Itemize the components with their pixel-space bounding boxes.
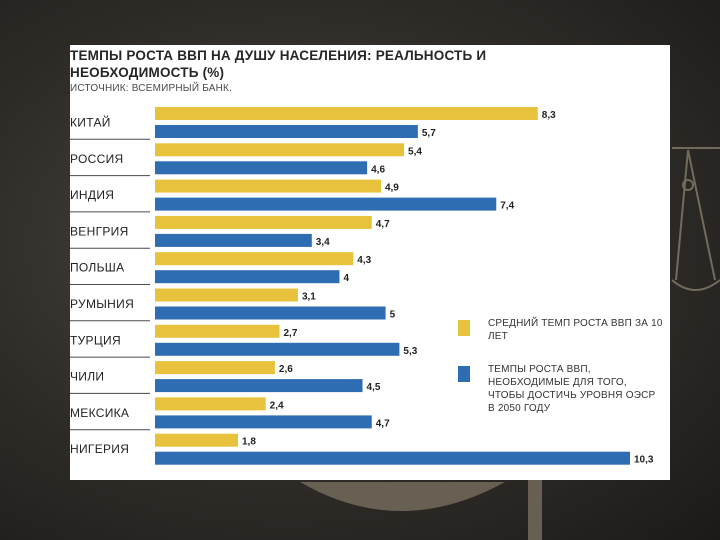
value-label-reality-row-1: 5,4 — [408, 146, 422, 157]
category-label: НИГЕРИЯ — [70, 442, 129, 456]
bar-required-row-9 — [155, 451, 630, 465]
bar-required-row-2 — [155, 197, 497, 211]
scale-post — [528, 480, 542, 540]
legend-swatch-required — [458, 366, 470, 382]
bar-reality-row-5 — [155, 288, 298, 302]
category-label: ТУРЦИЯ — [70, 333, 121, 347]
legend-label-required: ТЕМПЫ РОСТА ВВП, НЕОБХОДИМЫЕ ДЛЯ ТОГО, Ч… — [488, 364, 656, 414]
value-label-required-row-6: 5,3 — [403, 346, 417, 357]
category-label: КИТАЙ — [70, 115, 111, 130]
value-label-reality-row-4: 4,3 — [357, 255, 371, 266]
value-label-reality-row-2: 4,9 — [385, 183, 399, 194]
value-label-required-row-0: 5,7 — [422, 128, 436, 139]
legend-label-reality: СРЕДНИЙ ТЕМП РОСТА ВВП ЗА 10 ЛЕТ — [488, 318, 663, 342]
value-label-required-row-2: 7,4 — [500, 201, 514, 212]
bar-required-row-6 — [155, 342, 400, 356]
value-label-reality-row-3: 4,7 — [376, 219, 390, 230]
bar-reality-row-7 — [155, 361, 275, 375]
category-label: ЧИЛИ — [70, 370, 104, 384]
bar-reality-row-9 — [155, 433, 239, 447]
bar-required-row-4 — [155, 270, 340, 284]
chart-source: ИСТОЧНИК: ВСЕМИРНЫЙ БАНК. — [70, 83, 233, 94]
bar-reality-row-8 — [155, 397, 266, 411]
value-label-reality-row-6: 2,7 — [284, 328, 298, 339]
bar-required-row-8 — [155, 415, 372, 429]
value-label-reality-row-8: 2,4 — [270, 400, 284, 411]
bar-required-row-3 — [155, 233, 312, 247]
bar-required-row-7 — [155, 379, 363, 393]
scale-pan-right — [671, 279, 720, 291]
bar-reality-row-6 — [155, 324, 280, 338]
category-label: МЕКСИКА — [70, 406, 129, 420]
bar-required-row-1 — [155, 161, 368, 175]
value-label-required-row-5: 5 — [390, 310, 396, 321]
bar-reality-row-1 — [155, 143, 405, 157]
category-label: РОССИЯ — [70, 152, 124, 166]
legend-swatch-reality — [458, 320, 470, 336]
category-label: ВЕНГРИЯ — [70, 224, 129, 238]
category-label: ПОЛЬША — [70, 261, 124, 275]
value-label-required-row-7: 4,5 — [367, 382, 381, 393]
value-label-required-row-1: 4,6 — [371, 164, 385, 175]
scale-ring — [682, 179, 694, 191]
bar-chart: КИТАЙ 8,3 5,7 РОССИЯ 5,4 4,6 ИНДИЯ 4,9 7,4 ВЕНГРИ… — [70, 107, 654, 466]
bar-required-row-0 — [155, 125, 418, 138]
value-label-reality-row-0: 8,3 — [542, 110, 556, 121]
bar-reality-row-4 — [155, 252, 354, 266]
value-label-reality-row-7: 2,6 — [279, 364, 293, 375]
bar-reality-row-3 — [155, 215, 372, 229]
value-label-reality-row-9: 1,8 — [242, 437, 256, 448]
value-label-required-row-8: 4,7 — [376, 418, 390, 429]
scale-pan-bottom — [300, 482, 505, 511]
scale-string-right — [675, 149, 689, 281]
chart-title: ТЕМПЫ РОСТА ВВП НА ДУШУ НАСЕЛЕНИЯ: РЕАЛЬ… — [70, 48, 487, 80]
bar-reality-row-2 — [155, 179, 381, 193]
bar-reality-row-0 — [155, 107, 538, 120]
value-label-required-row-9: 10,3 — [634, 455, 654, 466]
scale-string-right-2 — [687, 149, 716, 281]
value-label-required-row-4: 4 — [343, 273, 349, 284]
bar-required-row-5 — [155, 306, 386, 320]
value-label-reality-row-5: 3,1 — [302, 292, 316, 303]
category-label: ИНДИЯ — [70, 188, 114, 202]
chart-panel: ТЕМПЫ РОСТА ВВП НА ДУШУ НАСЕЛЕНИЯ: РЕАЛЬ… — [70, 45, 670, 480]
value-label-required-row-3: 3,4 — [316, 237, 330, 248]
category-label: РУМЫНИЯ — [70, 297, 134, 311]
